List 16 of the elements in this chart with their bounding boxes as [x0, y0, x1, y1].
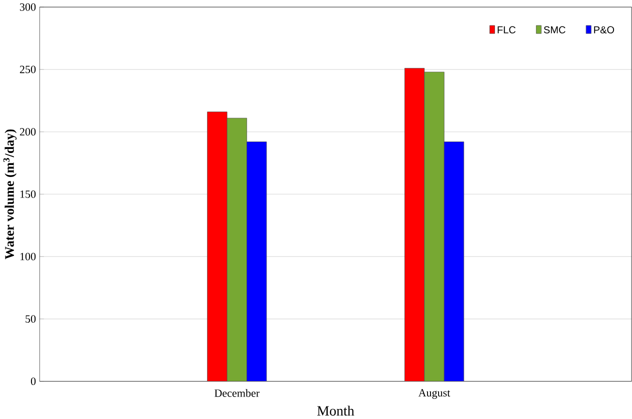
x-axis-title: Month	[317, 406, 354, 416]
y-tick-label: 0	[30, 378, 36, 386]
legend-label: P&O	[594, 26, 614, 34]
x-tick-label: December	[214, 389, 260, 397]
y-axis-title: Water volume (m$^{3}$/day)	[3, 129, 17, 260]
y-tick-label: 100	[20, 252, 36, 260]
bar	[207, 112, 228, 382]
y-tick-label: 150	[20, 190, 36, 198]
x-tick-label: August	[418, 389, 450, 399]
y-tick-label: 50	[26, 315, 36, 323]
y-tick-label: 250	[20, 66, 36, 74]
legend-label: FLC	[498, 26, 516, 34]
legend-label: SMC	[544, 26, 566, 34]
bar	[404, 68, 425, 382]
y-tick-label: 300	[20, 3, 36, 11]
y-tick-label: 200	[20, 128, 36, 136]
